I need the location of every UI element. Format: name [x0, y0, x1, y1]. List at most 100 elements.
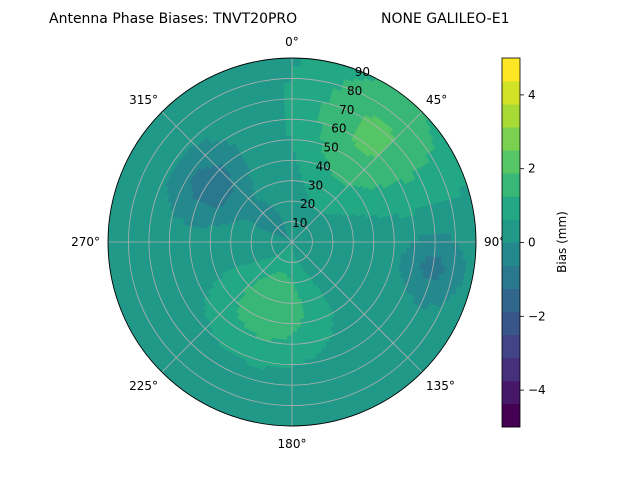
heat-cell: [340, 238, 346, 243]
heat-cell: [226, 244, 232, 250]
heat-cell: [294, 302, 300, 308]
heat-cell: [128, 241, 134, 251]
heat-cell: [286, 147, 293, 153]
heat-cell: [422, 234, 428, 243]
heat-cell: [288, 180, 293, 186]
heat-cell: [156, 234, 162, 243]
heat-cell: [197, 246, 203, 253]
heat-cell: [205, 237, 211, 243]
heat-cell: [286, 339, 293, 345]
heat-cell: [426, 234, 432, 243]
heat-cell: [291, 307, 296, 312]
heat-cell: [381, 231, 387, 238]
heat-cell: [291, 311, 297, 316]
heat-cell: [291, 360, 299, 365]
heat-cell: [238, 241, 244, 246]
chart-subtitle: NONE GALILEO-E1: [381, 11, 509, 27]
heat-cell: [197, 236, 203, 243]
heat-cell: [291, 78, 301, 84]
heat-cell: [181, 241, 187, 249]
heat-cell: [287, 319, 293, 325]
heat-cell: [291, 155, 297, 161]
heat-cell: [288, 188, 293, 194]
heat-cell: [164, 235, 170, 243]
heat-cell: [286, 343, 293, 349]
heat-cell: [209, 237, 215, 243]
heat-cell: [283, 388, 293, 394]
heat-cell: [459, 241, 465, 252]
heat-cell: [132, 233, 138, 243]
heat-cell: [401, 235, 407, 243]
heat-cell: [291, 143, 298, 149]
heat-cell: [193, 241, 199, 248]
heat-cell: [193, 236, 199, 243]
heat-cell: [294, 298, 299, 304]
heat-cell: [285, 119, 293, 124]
heat-cell: [288, 184, 293, 190]
heat-cell: [291, 335, 298, 341]
heat-cell: [291, 127, 299, 133]
heat-cell: [285, 180, 290, 186]
heat-cell: [296, 327, 302, 333]
heat-cell: [287, 315, 293, 320]
heat-cell: [286, 139, 293, 145]
heat-cell: [201, 236, 207, 243]
heat-cell: [291, 302, 296, 308]
heat-cell: [459, 232, 465, 243]
heat-cell: [291, 376, 300, 382]
heat-cell: [291, 356, 299, 361]
heat-cell: [291, 102, 300, 108]
heat-cell: [287, 168, 293, 173]
heat-cell: [282, 74, 293, 79]
heat-cell: [291, 110, 300, 116]
heat-cell: [434, 233, 440, 243]
heat-cell: [291, 392, 301, 398]
heat-cell: [291, 290, 296, 296]
heat-cell: [284, 106, 293, 112]
heat-cell: [397, 241, 403, 249]
heat-cell: [286, 135, 293, 141]
heat-cell: [152, 241, 158, 250]
heat-cell: [361, 241, 366, 247]
heat-cell: [132, 241, 138, 251]
heat-cell: [291, 86, 301, 92]
heat-cell: [189, 236, 195, 243]
heat-cell: [410, 235, 415, 243]
heat-cell: [287, 159, 293, 165]
heat-cell: [222, 245, 228, 250]
heat-cell: [414, 235, 420, 243]
heat-cell: [361, 237, 366, 243]
heat-cell: [291, 351, 299, 357]
heat-cell: [283, 384, 293, 390]
heat-cell: [152, 234, 158, 243]
heat-cell: [284, 368, 293, 374]
heat-cell: [296, 335, 303, 341]
heat-cell: [430, 241, 436, 250]
heat-cell: [291, 327, 298, 333]
heat-cell: [283, 392, 293, 398]
heat-cell: [283, 78, 293, 84]
heat-cell: [356, 234, 362, 239]
heat-cell: [296, 147, 303, 153]
heat-cell: [284, 380, 293, 386]
heat-cell: [284, 372, 293, 378]
heat-cell: [291, 114, 299, 120]
heat-cell: [291, 368, 300, 374]
heat-cell: [283, 94, 293, 100]
heat-cell: [218, 237, 223, 243]
heat-cell: [287, 155, 293, 161]
heat-cell: [173, 235, 178, 243]
heat-cell: [140, 233, 146, 243]
heat-cell: [286, 143, 293, 149]
heat-cell: [160, 241, 166, 250]
heat-cell: [442, 241, 448, 251]
heat-cell: [144, 233, 150, 243]
heat-cell: [128, 233, 134, 243]
heat-cell: [285, 356, 293, 361]
heat-cell: [291, 119, 299, 124]
heat-cell: [291, 323, 297, 329]
heat-cell: [291, 131, 299, 137]
heat-cell: [282, 409, 293, 415]
heat-cell: [369, 241, 375, 247]
heat-cell: [389, 236, 395, 243]
